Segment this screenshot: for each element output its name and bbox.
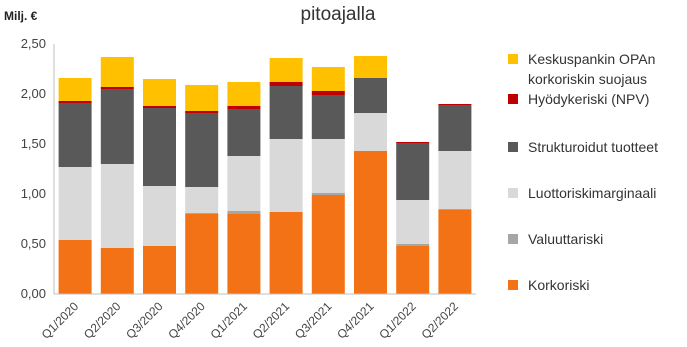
bar-segment	[58, 167, 92, 240]
bar-segment	[58, 103, 92, 167]
y-tick-label: 2,50	[21, 36, 46, 51]
bar-segment	[58, 240, 92, 294]
bar-segment	[438, 210, 472, 294]
bar-segment	[100, 87, 134, 89]
x-tick-label: Q2/2020	[81, 299, 124, 342]
bar-segment	[396, 142, 430, 143]
x-tick-label: Q2/2021	[250, 299, 293, 342]
bar-segment	[354, 113, 387, 151]
bar-segment	[143, 106, 176, 108]
legend-label: Luottoriskimarginaali	[528, 185, 656, 201]
bar-segment	[100, 57, 134, 87]
bar-segment	[227, 82, 261, 106]
bars	[58, 56, 472, 294]
x-tick-label: Q3/2021	[292, 299, 335, 342]
bar-segment	[396, 246, 430, 294]
bar-segment	[185, 187, 219, 213]
x-tick-label: Q3/2020	[123, 299, 166, 342]
bar-segment	[143, 79, 176, 106]
legend-swatch	[508, 94, 518, 104]
bar-segment	[438, 104, 472, 105]
bar-segment	[58, 101, 92, 103]
bar-segment	[185, 213, 219, 214]
bar-segment	[311, 67, 345, 91]
bar-segment	[269, 139, 303, 212]
bar-segment	[396, 143, 430, 200]
x-tick-label: Q4/2021	[334, 299, 377, 342]
x-tick-label: Q1/2021	[208, 299, 251, 342]
bar-segment	[227, 109, 261, 156]
bar-segment	[438, 151, 472, 209]
bar-segment	[185, 111, 219, 113]
bar-segment	[143, 108, 176, 186]
bar-segment	[269, 58, 303, 82]
bar-segment	[354, 56, 387, 78]
legend-swatch	[508, 142, 518, 152]
bar-segment	[311, 95, 345, 139]
legend-label: korkoriskin suojaus	[528, 71, 647, 87]
bar-segment	[100, 89, 134, 164]
legend-swatch	[508, 54, 518, 64]
bar-segment	[185, 214, 219, 294]
y-tick-label: 1,00	[21, 186, 46, 201]
bar-segment	[269, 82, 303, 86]
y-tick-label: 1,50	[21, 136, 46, 151]
bar-segment	[354, 78, 387, 113]
y-tick-label: 2,00	[21, 86, 46, 101]
legend-swatch	[508, 234, 518, 244]
bar-segment	[100, 164, 134, 248]
bar-segment	[269, 212, 303, 294]
x-tick-label: Q4/2020	[165, 299, 208, 342]
x-tick-label: Q1/2020	[39, 299, 82, 342]
x-axis: Q1/2020 Q2/2020 Q3/2020 Q4/2020 Q1/2021 Q2/20…	[39, 293, 476, 342]
y-tick-label: 0,00	[21, 286, 46, 301]
bar-segment	[354, 151, 387, 294]
bar-segment	[311, 91, 345, 95]
x-tick-label: Q1/2022	[376, 299, 419, 342]
legend-label: Strukturoidut tuotteet	[528, 139, 658, 155]
bar-segment	[185, 85, 219, 111]
bar-segment	[311, 193, 345, 195]
legend-label: Valuuttariski	[528, 231, 603, 247]
bar-segment	[100, 248, 134, 294]
bar-segment	[227, 156, 261, 211]
chart-title: pitoajalla	[301, 4, 376, 25]
y-tick-label: 0,50	[21, 236, 46, 251]
bar-segment	[311, 139, 345, 193]
x-tick-label: Q2/2022	[419, 299, 462, 342]
bar-segment	[438, 209, 472, 210]
legend-label: Keskuspankin OPAn	[528, 51, 655, 67]
bar-segment	[143, 246, 176, 294]
legend: Keskuspankin OPAn korkoriskin suojaus Hyöd…	[508, 51, 658, 293]
bar-segment	[269, 86, 303, 139]
bar-segment	[438, 105, 472, 151]
bar-segment	[227, 211, 261, 214]
legend-label: Hyödykeriski (NPV)	[528, 91, 649, 107]
bar-segment	[227, 106, 261, 109]
y-axis-unit: Milj. €	[4, 9, 38, 23]
bar-segment	[143, 186, 176, 246]
bar-segment	[185, 113, 219, 187]
bar-segment	[396, 200, 430, 244]
legend-label: Korkoriski	[528, 277, 589, 293]
bar-segment	[227, 214, 261, 294]
legend-swatch	[508, 188, 518, 198]
y-axis: 0,00 0,50 1,00 1,50 2,00 2,50	[21, 36, 55, 301]
bar-segment	[396, 244, 430, 246]
bar-segment	[311, 195, 345, 294]
bar-segment	[58, 78, 92, 101]
legend-swatch	[508, 280, 518, 290]
